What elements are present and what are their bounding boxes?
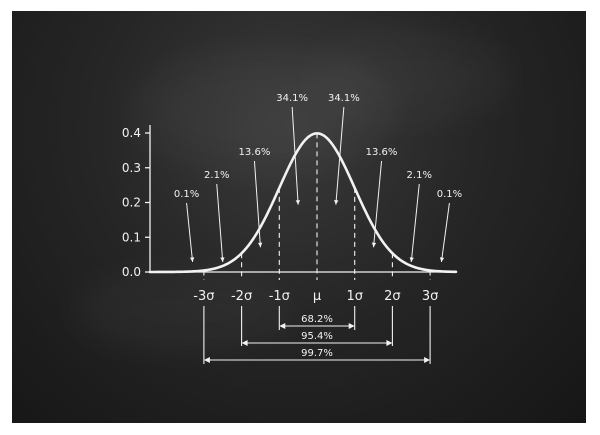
region-pointer-arrowhead (334, 200, 339, 205)
region-pointer-arrowhead (189, 257, 195, 262)
x-tick-label: μ (313, 289, 321, 304)
region-pointer-arrowhead (295, 200, 301, 205)
bell-curve (148, 132, 458, 274)
x-tick-label: 3σ (422, 289, 439, 304)
region-percent-label: 2.1% (204, 170, 229, 181)
chalkboard (12, 11, 586, 423)
range-percent-label: 99.7% (301, 348, 333, 359)
y-tick-label: 0.2 (122, 196, 141, 210)
region-pointer-arrowhead (257, 242, 263, 248)
region-percent-label: 0.1% (437, 189, 462, 200)
range-arrowhead-left (241, 340, 248, 346)
region-percent-label: 2.1% (407, 170, 432, 181)
x-tick-label: 1σ (346, 289, 363, 304)
region-pointer-line (335, 106, 345, 205)
x-tick-label: -3σ (193, 289, 214, 304)
y-tick-label: 0.0 (122, 265, 141, 279)
range-arrowhead-right (424, 357, 431, 363)
region-percent-label: 34.1% (276, 93, 308, 104)
range-arrowhead-left (279, 323, 286, 329)
y-tick-label: 0.3 (122, 161, 141, 175)
range-percent-label: 95.4% (301, 331, 333, 342)
y-tick-label: 0.4 (122, 126, 141, 140)
region-pointer-line (440, 202, 450, 263)
region-pointer-arrowhead (409, 257, 414, 262)
y-tick-label: 0.1 (122, 230, 141, 244)
region-pointer-line (410, 183, 420, 263)
region-percent-label: 13.6% (239, 147, 271, 158)
region-pointer-line (291, 106, 299, 205)
x-tick-label: 2σ (384, 289, 401, 304)
range-percent-label: 68.2% (301, 314, 333, 325)
region-percent-label: 34.1% (328, 93, 360, 104)
x-tick-label: -1σ (269, 289, 290, 304)
region-pointer-line (186, 202, 194, 263)
region-pointer-arrowhead (371, 242, 377, 248)
range-arrowhead-left (203, 357, 210, 363)
region-pointer-line (253, 160, 261, 248)
region-pointer-arrowhead (439, 257, 445, 262)
region-percent-label: 13.6% (366, 147, 398, 158)
region-pointer-arrowhead (220, 257, 225, 262)
range-arrowhead-right (348, 323, 355, 329)
range-arrowhead-right (386, 340, 393, 346)
region-pointer-line (373, 160, 383, 248)
x-tick-label: -2σ (231, 289, 252, 304)
region-percent-label: 0.1% (174, 189, 199, 200)
region-pointer-line (216, 183, 224, 263)
